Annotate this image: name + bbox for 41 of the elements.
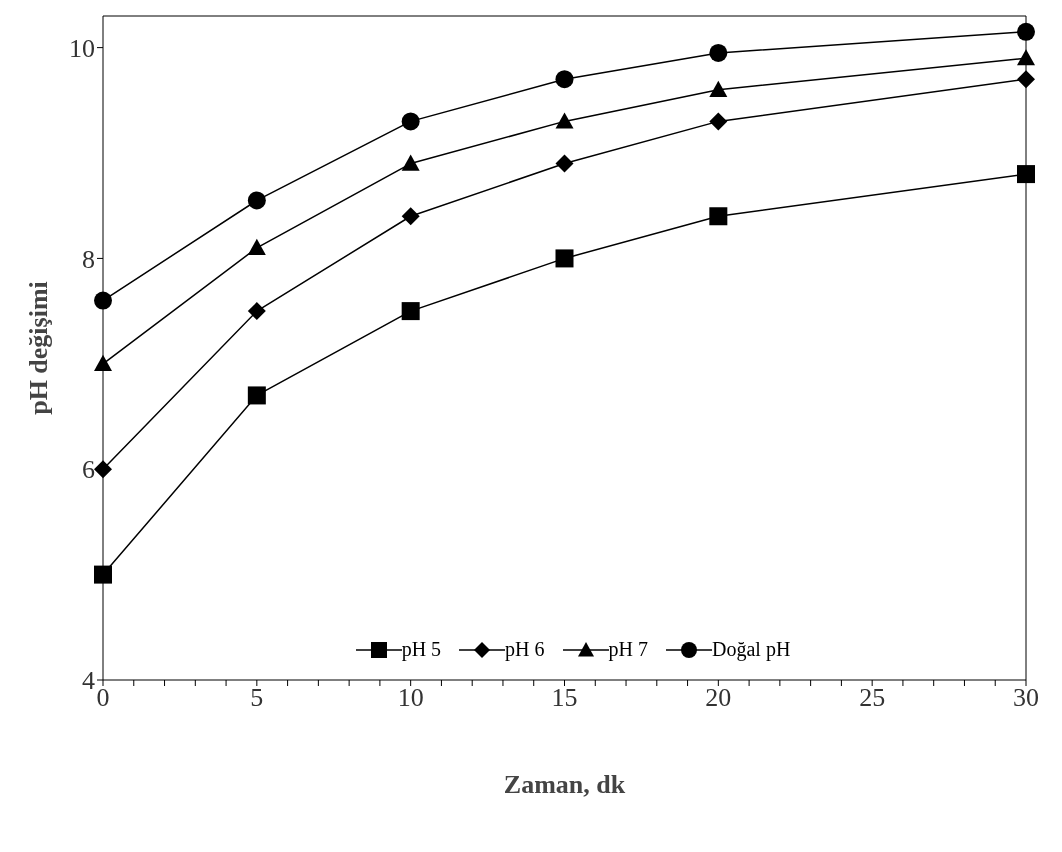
y-axis-title: pH değişimi [24, 281, 54, 415]
x-tick-label: 5 [250, 683, 264, 713]
point [94, 460, 112, 479]
legend-label: Doğal pH [712, 638, 791, 661]
point [401, 302, 420, 321]
point [709, 80, 728, 97]
point [555, 70, 574, 89]
point [1017, 165, 1035, 184]
point [401, 154, 420, 171]
point [555, 249, 574, 268]
point [94, 291, 112, 310]
y-tick-label: 4 [82, 666, 95, 696]
y-tick-label: 8 [82, 244, 95, 274]
legend-label: pH 6 [505, 638, 545, 661]
x-tick-label: 20 [705, 683, 732, 713]
y-tick-label: 6 [82, 455, 95, 485]
point [94, 354, 112, 372]
y-tick-label: 10 [69, 33, 95, 63]
legend-label: pH 5 [401, 638, 442, 661]
point [247, 238, 266, 256]
point [247, 191, 266, 210]
point [247, 386, 266, 405]
x-tick-label: 10 [397, 683, 424, 713]
point [709, 43, 728, 62]
x-tick-label: 0 [96, 683, 110, 713]
x-tick-label: 25 [859, 683, 886, 713]
point [247, 302, 266, 321]
point [1017, 70, 1035, 89]
point [709, 112, 728, 131]
point [1017, 49, 1035, 66]
point [555, 154, 574, 173]
x-tick-label: 30 [1013, 683, 1039, 713]
point [1017, 22, 1035, 41]
point [709, 207, 728, 226]
x-tick-label: 15 [551, 683, 578, 713]
point [401, 112, 420, 131]
point [555, 112, 574, 129]
x-axis-title: Zaman, dk [503, 770, 626, 800]
point [401, 207, 420, 226]
legend-label: pH 7 [608, 638, 649, 661]
point [94, 565, 112, 584]
